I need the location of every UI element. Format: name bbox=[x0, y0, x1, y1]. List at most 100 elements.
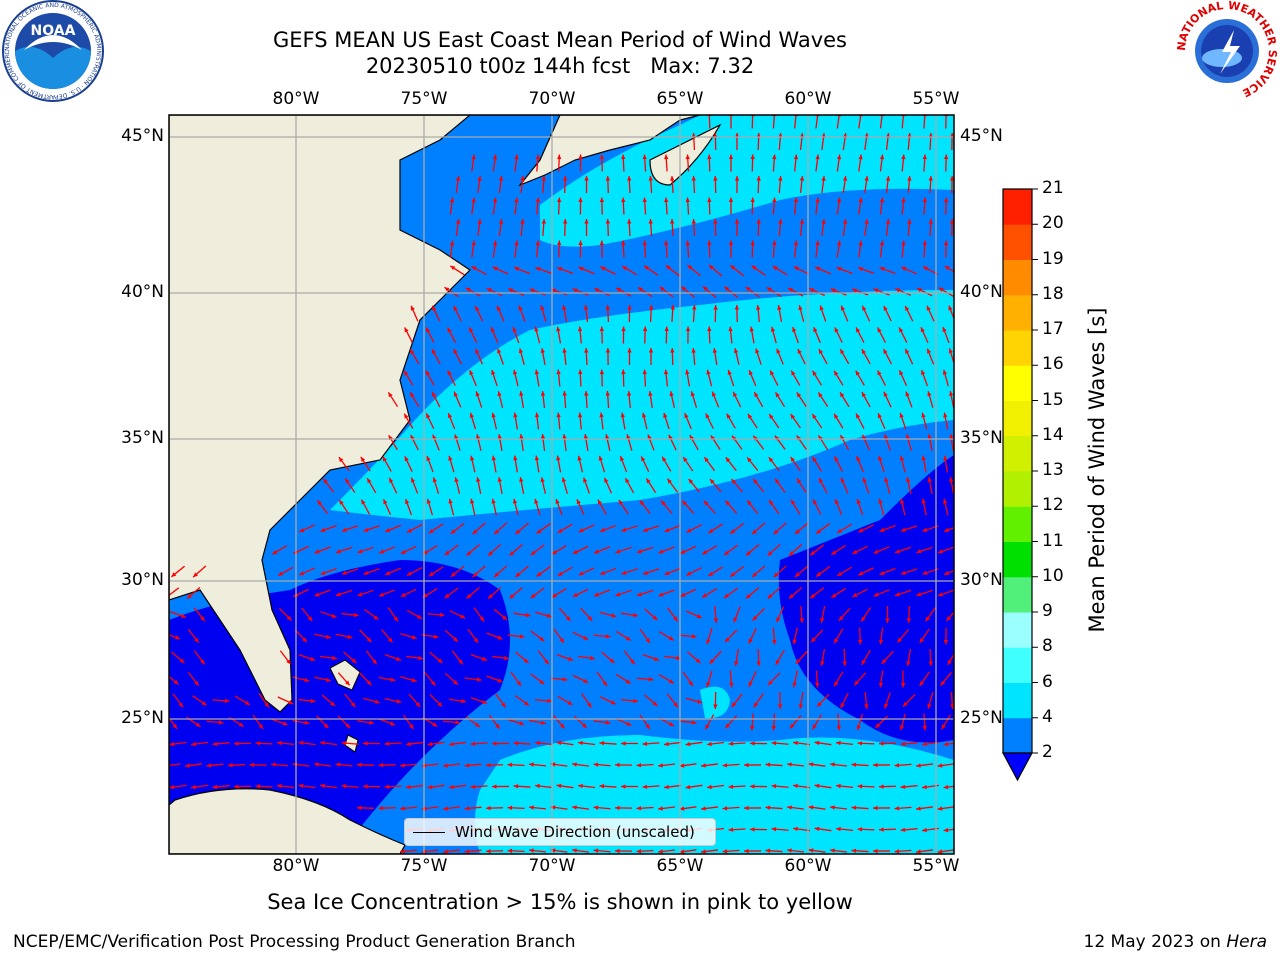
wave-direction-arrowhead bbox=[474, 722, 480, 728]
wave-direction-arrowhead bbox=[615, 805, 620, 811]
wave-direction-arrowhead bbox=[639, 500, 645, 506]
wave-direction-arrowhead bbox=[448, 498, 453, 504]
wave-direction-arrowhead bbox=[713, 618, 718, 623]
wave-direction-arrowhead bbox=[568, 656, 574, 661]
wave-direction-arrowhead bbox=[557, 197, 562, 203]
wave-direction-arrowhead bbox=[426, 498, 431, 504]
wave-direction-arrowhead bbox=[652, 615, 658, 621]
wave-direction-arrowhead bbox=[648, 176, 653, 181]
wave-direction-arrowhead bbox=[415, 702, 421, 707]
wave-direction-arrowhead bbox=[353, 612, 359, 618]
wave-direction-arrowhead bbox=[942, 327, 947, 333]
wave-direction-arrowhead bbox=[728, 326, 733, 332]
wave-direction-arrowhead bbox=[345, 478, 350, 484]
wave-direction-arrowhead bbox=[682, 500, 687, 506]
wave-direction-arrowhead bbox=[625, 478, 630, 484]
wave-direction-arrowhead bbox=[750, 741, 755, 746]
wave-direction-arrowhead bbox=[550, 762, 556, 767]
wave-direction-arrowhead bbox=[476, 677, 482, 682]
wave-direction-arrowhead bbox=[812, 456, 817, 462]
wave-direction-arrowhead bbox=[688, 681, 693, 686]
wave-direction-arrowhead bbox=[194, 637, 199, 643]
wave-direction-arrowhead bbox=[894, 849, 900, 854]
wave-direction-arrowhead bbox=[363, 784, 368, 789]
wave-direction-arrowhead bbox=[765, 762, 771, 767]
wave-direction-arrowhead bbox=[351, 658, 357, 664]
wave-direction-arrowhead bbox=[509, 593, 515, 599]
wave-direction-arrowhead bbox=[756, 176, 761, 181]
east-low-period-area bbox=[778, 455, 954, 743]
wave-direction-arrowhead bbox=[744, 805, 749, 811]
wave-direction-arrowhead bbox=[593, 805, 599, 810]
lon-label-top: 60°W bbox=[784, 89, 832, 109]
wave-direction-arrowhead bbox=[551, 550, 557, 555]
wave-direction-arrowhead bbox=[428, 528, 434, 534]
wave-direction-arrowhead bbox=[940, 680, 946, 686]
wave-direction-arrowhead bbox=[314, 592, 320, 597]
wave-direction-arrowhead bbox=[605, 434, 610, 440]
colorbar-tick-label: 2 bbox=[1042, 742, 1053, 762]
wave-direction-arrowhead bbox=[410, 392, 415, 398]
wave-direction-arrowhead bbox=[883, 391, 888, 397]
wave-direction-arrowhead bbox=[622, 266, 628, 271]
wave-direction-arrowhead bbox=[818, 392, 823, 398]
wave-direction-arrowhead bbox=[512, 498, 518, 504]
wave-direction-arrowhead bbox=[454, 434, 459, 440]
wave-direction-arrowhead bbox=[544, 659, 549, 665]
wave-direction-arrowhead bbox=[731, 479, 737, 484]
wave-direction-arrow bbox=[708, 115, 711, 129]
wave-direction-arrowhead bbox=[366, 680, 372, 686]
wave-direction-arrowhead bbox=[347, 634, 353, 639]
wave-direction-arrowhead bbox=[646, 478, 651, 484]
wave-direction-arrowhead bbox=[916, 763, 921, 768]
wave-direction-arrowhead bbox=[578, 369, 583, 375]
wave-direction-arrowhead bbox=[733, 391, 738, 397]
wave-direction-arrowhead bbox=[494, 572, 499, 578]
wave-direction-arrowhead bbox=[664, 527, 670, 532]
wave-direction-arrowhead bbox=[578, 571, 584, 576]
wave-direction-arrowhead bbox=[645, 724, 650, 729]
wave-direction-arrowhead bbox=[345, 680, 350, 686]
wave-direction-arrowhead bbox=[546, 613, 552, 618]
wave-direction-arrowhead bbox=[820, 617, 825, 623]
wave-direction-arrowhead bbox=[879, 240, 885, 246]
wave-direction-arrowhead bbox=[836, 740, 841, 746]
wave-direction-arrowhead bbox=[776, 617, 781, 623]
wave-direction-arrowhead bbox=[664, 326, 669, 332]
wave-direction-arrowhead bbox=[667, 478, 672, 484]
wave-direction-arrowhead bbox=[834, 370, 839, 376]
wave-direction-arrowhead bbox=[658, 849, 663, 854]
wave-direction-arrowhead bbox=[925, 616, 930, 622]
wave-direction-arrowhead bbox=[861, 392, 866, 398]
wave-direction-arrowhead bbox=[488, 551, 493, 556]
wave-direction-arrowhead bbox=[561, 477, 567, 483]
wave-direction-arrowhead bbox=[685, 197, 690, 203]
wave-direction-arrowhead bbox=[466, 593, 472, 599]
wave-direction-arrowhead bbox=[636, 849, 642, 854]
wave-direction-arrowhead bbox=[856, 327, 861, 333]
issue-date: 12 May 2023 on bbox=[1083, 932, 1221, 952]
wave-direction-arrowhead bbox=[518, 305, 523, 311]
wave-direction-arrowhead bbox=[873, 805, 878, 811]
wave-direction-arrowhead bbox=[705, 413, 710, 419]
wave-direction-arrowhead bbox=[193, 572, 198, 578]
wave-direction-arrowhead bbox=[547, 698, 552, 704]
wave-direction-arrowhead bbox=[922, 266, 928, 271]
wave-direction-arrowhead bbox=[809, 288, 815, 293]
wave-direction-arrowhead bbox=[906, 477, 911, 483]
colorbar-tick-label: 13 bbox=[1042, 460, 1064, 480]
wave-direction-arrowhead bbox=[584, 219, 589, 224]
wave-direction-arrowhead bbox=[492, 741, 497, 746]
lat-label-right: 30°N bbox=[960, 570, 1003, 590]
lat-label-right: 40°N bbox=[960, 282, 1003, 302]
wave-direction-arrowhead bbox=[433, 634, 439, 639]
lon-label-bottom: 60°W bbox=[784, 856, 832, 876]
wave-direction-arrowhead bbox=[578, 528, 584, 533]
wave-direction-arrowhead bbox=[752, 615, 758, 621]
wave-direction-arrowhead bbox=[307, 616, 313, 622]
wave-direction-arrowhead bbox=[814, 783, 820, 789]
colorbar-tick-label: 8 bbox=[1042, 636, 1053, 657]
wave-direction-arrowhead bbox=[885, 219, 891, 224]
wave-direction-arrowhead bbox=[477, 176, 482, 181]
lon-label-top: 80°W bbox=[272, 89, 320, 109]
